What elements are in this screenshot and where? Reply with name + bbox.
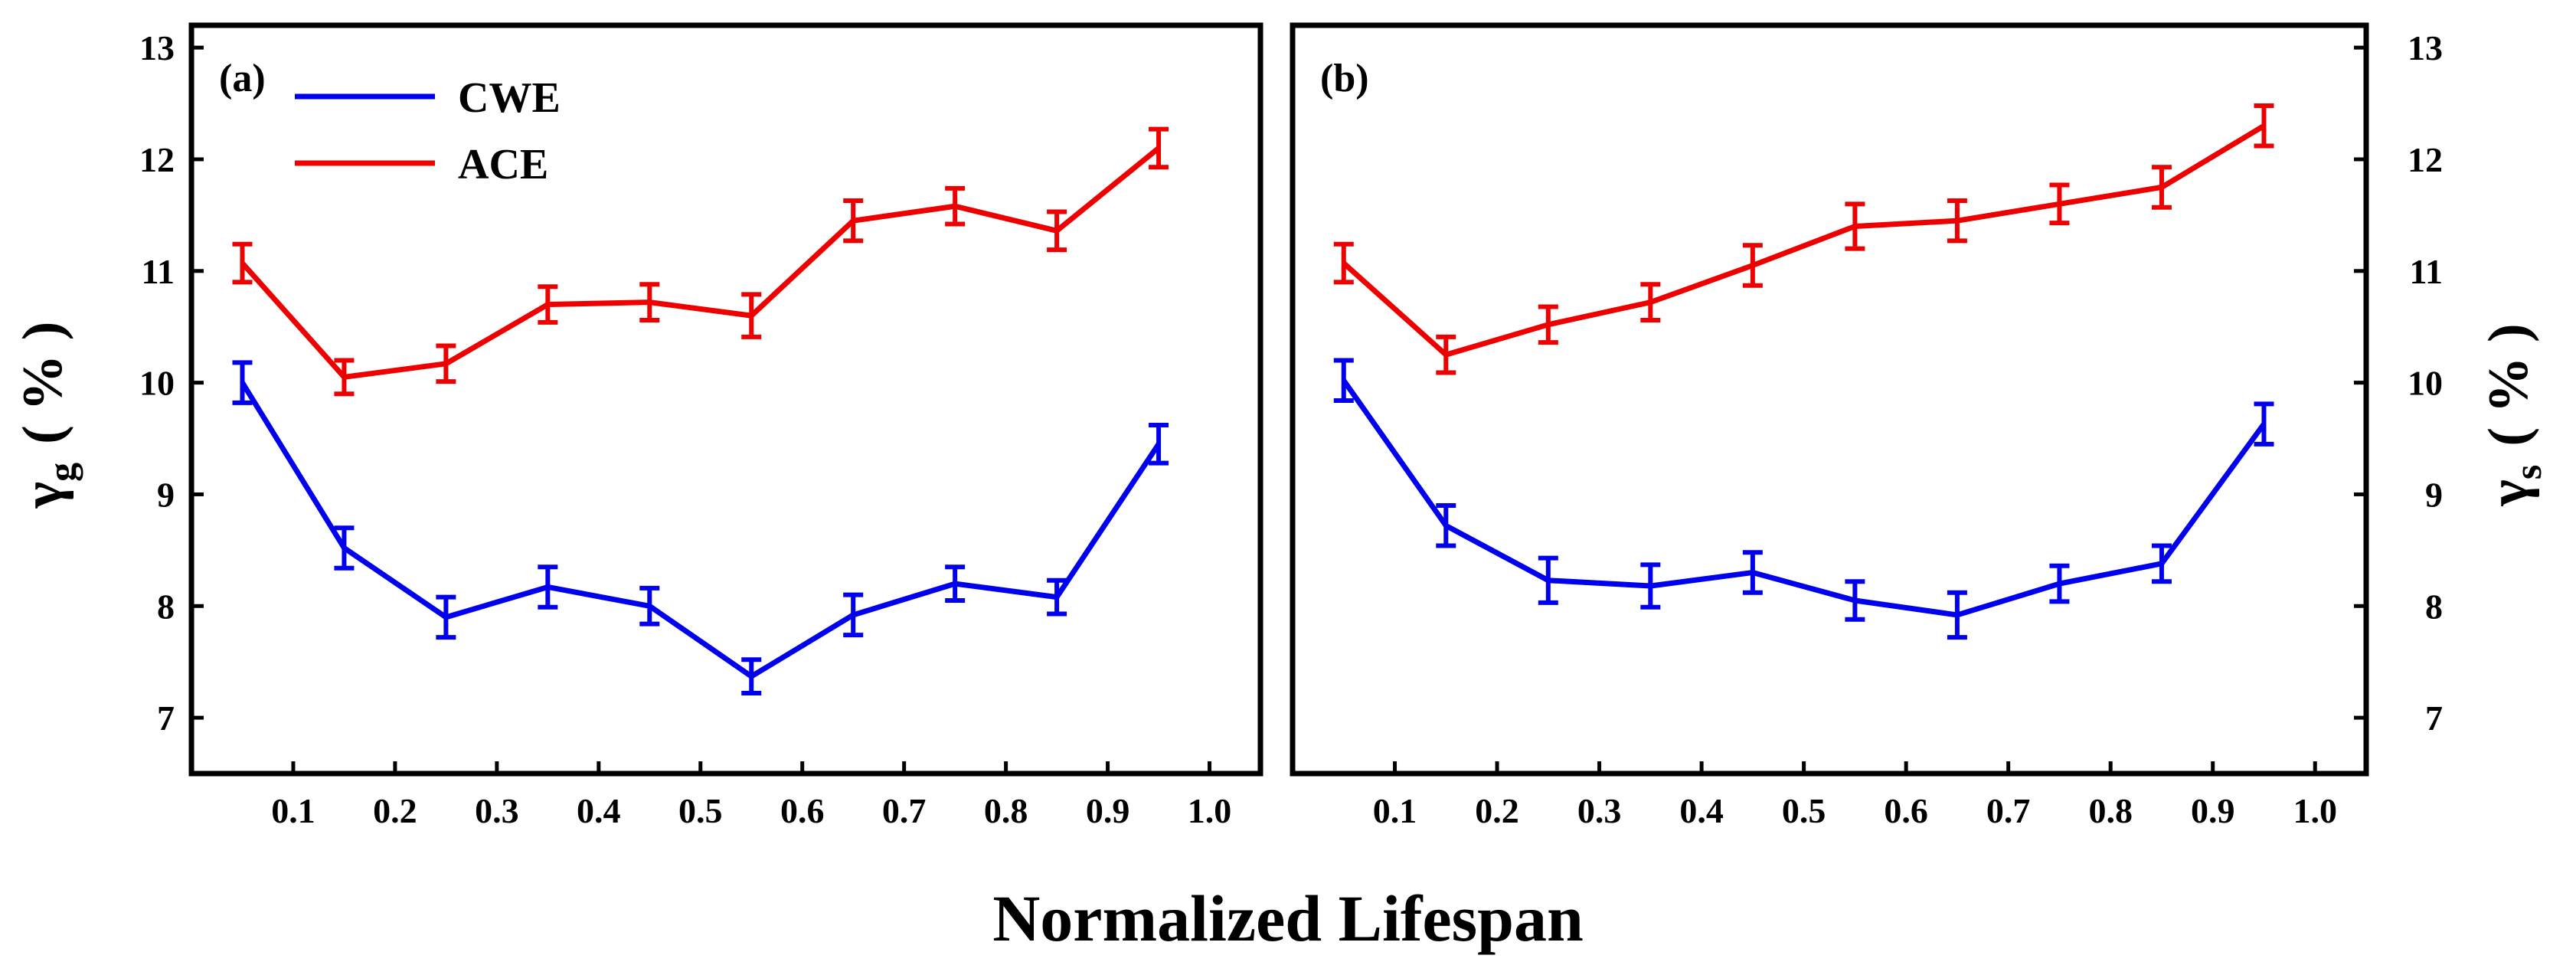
panel-label: (b) — [1320, 57, 1369, 100]
y-tick-label: 13 — [2408, 28, 2443, 67]
series-line-cwe — [1341, 378, 2267, 618]
error-bar-cwe — [1149, 423, 1169, 466]
x-tick-label: 0.5 — [1782, 791, 1826, 830]
x-tick-label: 0.3 — [475, 791, 519, 830]
error-bar-ace — [2151, 165, 2172, 210]
error-bar-cwe — [2151, 543, 2172, 584]
legend-label-cwe: CWE — [458, 74, 561, 122]
error-bar-ace — [1742, 243, 1763, 288]
error-bar-ace — [232, 241, 253, 285]
error-bar-cwe — [1640, 562, 1661, 610]
x-tick-label: 0.8 — [984, 791, 1028, 830]
error-bar-ace — [2049, 182, 2070, 226]
error-bar-cwe — [436, 594, 456, 640]
legend: CWE ACE — [295, 74, 561, 188]
y-tick-label: 12 — [139, 140, 175, 179]
x-tick-label: 0.8 — [2088, 791, 2133, 830]
error-bar-ace — [1436, 334, 1456, 375]
x-tick-label: 0.1 — [1373, 791, 1417, 830]
y-tick-label: 7 — [2425, 699, 2443, 738]
x-axis-title: Normalized Lifespan — [992, 882, 1584, 955]
y-axis-label: γg ( % ) — [11, 322, 83, 509]
error-bar-ace — [334, 358, 355, 397]
error-bar-ace — [436, 343, 456, 384]
error-bar-ace — [1333, 241, 1354, 285]
y-tick-label: 7 — [157, 699, 175, 738]
x-tick-label: 1.0 — [2293, 791, 2337, 830]
error-bar-cwe — [741, 657, 762, 696]
error-bar-cwe — [334, 525, 355, 571]
x-tick-label: 0.6 — [780, 791, 825, 830]
plot-frame — [188, 22, 1263, 777]
error-bar-ace — [1047, 209, 1067, 253]
error-bar-ace — [1947, 198, 1967, 244]
error-bar-ace — [945, 185, 966, 227]
y-tick-label: 13 — [139, 28, 175, 67]
panel-a: 0.1 0.2 0.3 0.4 0.5 0.6 0.7 0.8 0.9 1.0 7 8 9 10 11 12 1… — [11, 22, 1263, 830]
y-axis-unit: ( % ) — [2477, 323, 2540, 446]
x-tick-label: 0.4 — [577, 791, 621, 830]
x-tick-label: 0.1 — [271, 791, 315, 830]
y-tick-label: 10 — [2408, 364, 2443, 403]
x-tick-label: 0.2 — [1475, 791, 1519, 830]
error-bar-cwe — [1333, 358, 1354, 403]
error-bar-cwe — [945, 564, 966, 603]
error-bar-cwe — [2049, 563, 2070, 604]
x-tick-label: 0.9 — [1086, 791, 1130, 830]
error-bar-ace — [741, 292, 762, 339]
plot-frame — [1290, 22, 2369, 777]
error-bar-cwe — [1047, 577, 1067, 617]
panel-b: 0.1 0.2 0.3 0.4 0.5 0.6 0.7 0.8 0.9 1.0 7 8 9 10 11 12 1… — [1290, 22, 2549, 830]
y-axis-symbol: γ — [11, 482, 74, 509]
error-bar-cwe — [1845, 579, 1865, 622]
series-line-cwe — [240, 381, 1161, 679]
y-tick-label: 12 — [2408, 140, 2443, 179]
error-bar-ace — [2254, 103, 2274, 149]
error-bar-cwe — [2254, 401, 2274, 447]
y-axis-subscript: s — [2506, 465, 2549, 479]
legend-label-ace: ACE — [458, 141, 548, 188]
error-bar-ace — [538, 284, 558, 325]
x-tick-label: 0.5 — [678, 791, 723, 830]
y-axis-symbol: γ — [2477, 479, 2540, 507]
x-tick-label: 1.0 — [1188, 791, 1232, 830]
x-tick-label: 0.3 — [1577, 791, 1622, 830]
error-bar-cwe — [232, 360, 253, 405]
error-bar-cwe — [1436, 503, 1456, 548]
x-tick-label: 0.4 — [1679, 791, 1724, 830]
y-tick-label: 8 — [2425, 587, 2443, 626]
error-bar-ace — [843, 198, 864, 244]
error-bar-ace — [1538, 304, 1558, 345]
error-bar-cwe — [639, 585, 660, 627]
error-bar-ace — [639, 282, 660, 322]
error-bar-cwe — [1742, 550, 1763, 595]
x-tick-label: 0.9 — [2191, 791, 2235, 830]
series-line-ace — [240, 146, 1161, 380]
error-bar-ace — [1149, 126, 1169, 170]
y-axis-label: γs ( % ) — [2477, 323, 2549, 506]
y-tick-label: 10 — [139, 364, 175, 403]
y-tick-label: 11 — [142, 252, 175, 291]
x-tick-label: 0.7 — [882, 791, 927, 830]
y-tick-label: 9 — [2425, 475, 2443, 514]
x-tick-label: 0.6 — [1884, 791, 1928, 830]
error-bar-ace — [1640, 282, 1661, 322]
error-bar-cwe — [843, 592, 864, 638]
x-tick-label: 0.7 — [1986, 791, 2031, 830]
error-bar-cwe — [1947, 590, 1967, 640]
x-tick-label: 0.2 — [373, 791, 417, 830]
y-axis-subscript: g — [41, 463, 83, 482]
y-tick-label: 8 — [157, 587, 175, 626]
error-bar-cwe — [538, 564, 558, 610]
error-bar-ace — [1845, 201, 1865, 251]
error-bar-cwe — [1538, 555, 1558, 605]
panel-label: (a) — [219, 57, 266, 100]
y-axis-unit: ( % ) — [11, 322, 74, 444]
y-tick-label: 9 — [157, 475, 175, 514]
series-line-ace — [1342, 123, 2266, 358]
y-tick-label: 11 — [2410, 252, 2443, 291]
